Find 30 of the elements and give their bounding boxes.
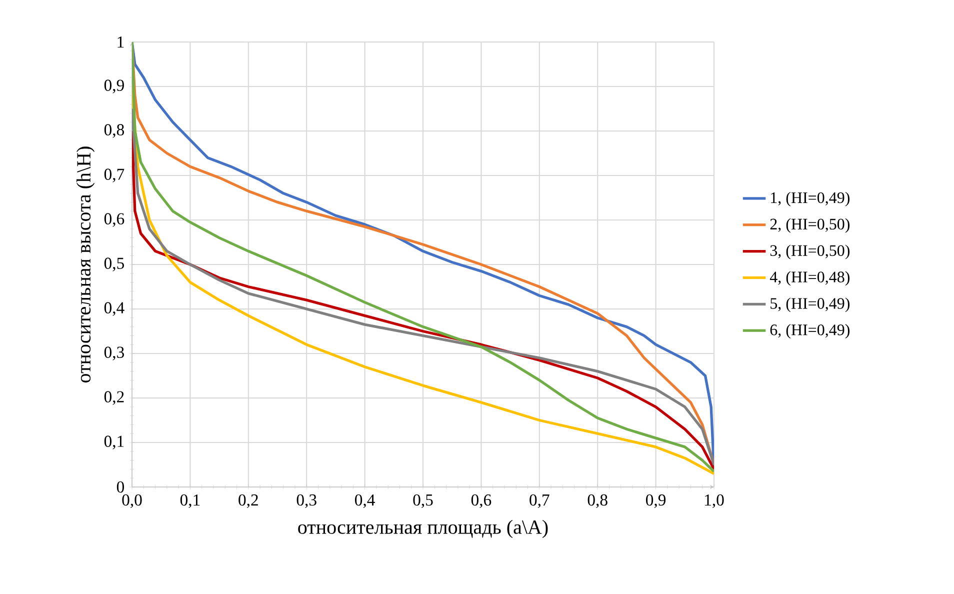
x-axis-title: относительная площадь (a\A) (298, 520, 548, 538)
x-tick-label: 0,4 (355, 494, 375, 508)
y-tick-label: 0,9 (104, 80, 124, 94)
x-tick-label: 0,2 (238, 494, 258, 508)
x-tick-label: 0,6 (471, 494, 492, 508)
y-tick-label: 0,6 (104, 213, 124, 227)
x-tick-label: 0,3 (296, 494, 316, 508)
y-axis-title: относительная высота (h\H) (76, 146, 95, 382)
legend-label: 4, (HI=0,48) (770, 271, 850, 286)
legend-label: 3, (HI=0,50) (770, 244, 850, 260)
legend-label: 1, (HI=0,49) (771, 192, 850, 206)
y-tick-label: 0,7 (104, 168, 124, 182)
x-tick-label: 0,7 (530, 494, 550, 508)
x-tick-label: 0,5 (413, 494, 433, 508)
y-tick-label: 0,2 (104, 391, 124, 405)
x-tick-label: 1,0 (705, 494, 724, 508)
y-tick-label: 0 (116, 481, 124, 493)
y-tick-label: 0,4 (104, 302, 124, 316)
y-tick-label: 1 (118, 36, 124, 48)
y-tick-label: 0,3 (104, 346, 124, 360)
x-tick-label: 0,9 (646, 494, 666, 508)
legend-label: 6, (HI=0,49) (770, 324, 850, 339)
y-tick-label: 0,5 (104, 258, 124, 272)
y-tick-label: 0,8 (104, 124, 124, 138)
y-tick-label: 0,1 (104, 436, 124, 450)
legend-label: 2, (HI=0,50) (770, 218, 850, 233)
x-tick-label: 0,0 (122, 494, 142, 508)
x-tick-label: 0,1 (180, 494, 200, 508)
x-tick-label: 0,8 (588, 494, 608, 508)
legend-label: 5, (HI=0,49) (770, 298, 850, 312)
